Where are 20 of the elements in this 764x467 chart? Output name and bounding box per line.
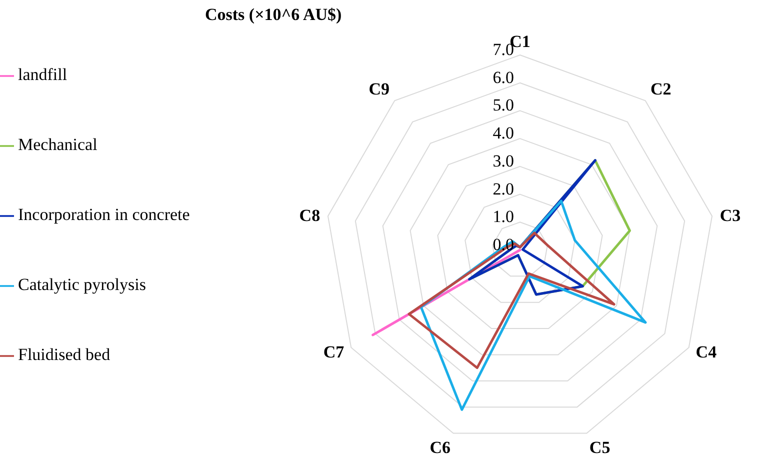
spoke-label: C4 [696,342,718,362]
legend-label: Incorporation in concrete [18,205,190,224]
legend-label: landfill [18,65,68,84]
spoke-label: C6 [430,438,451,457]
y-tick-label: 1.0 [492,207,514,226]
chart-title: Costs (×10^6 AU$) [205,5,342,25]
spoke-label: C9 [368,79,390,98]
y-tick-label: 5.0 [492,96,514,115]
spoke-label: C7 [323,342,345,362]
y-tick-label: 2.0 [492,179,514,198]
spoke-label: C5 [589,438,610,457]
spoke-label: C2 [650,79,672,98]
legend-label: Fluidised bed [18,345,110,364]
y-tick-label: 6.0 [492,68,514,87]
spoke-label: C3 [720,206,741,225]
legend-label: Mechanical [18,135,98,154]
spoke-label: C8 [299,206,320,225]
legend-label: Catalytic pyrolysis [18,275,146,294]
y-tick-label: 3.0 [492,151,514,170]
y-tick-label: 4.0 [492,124,514,143]
